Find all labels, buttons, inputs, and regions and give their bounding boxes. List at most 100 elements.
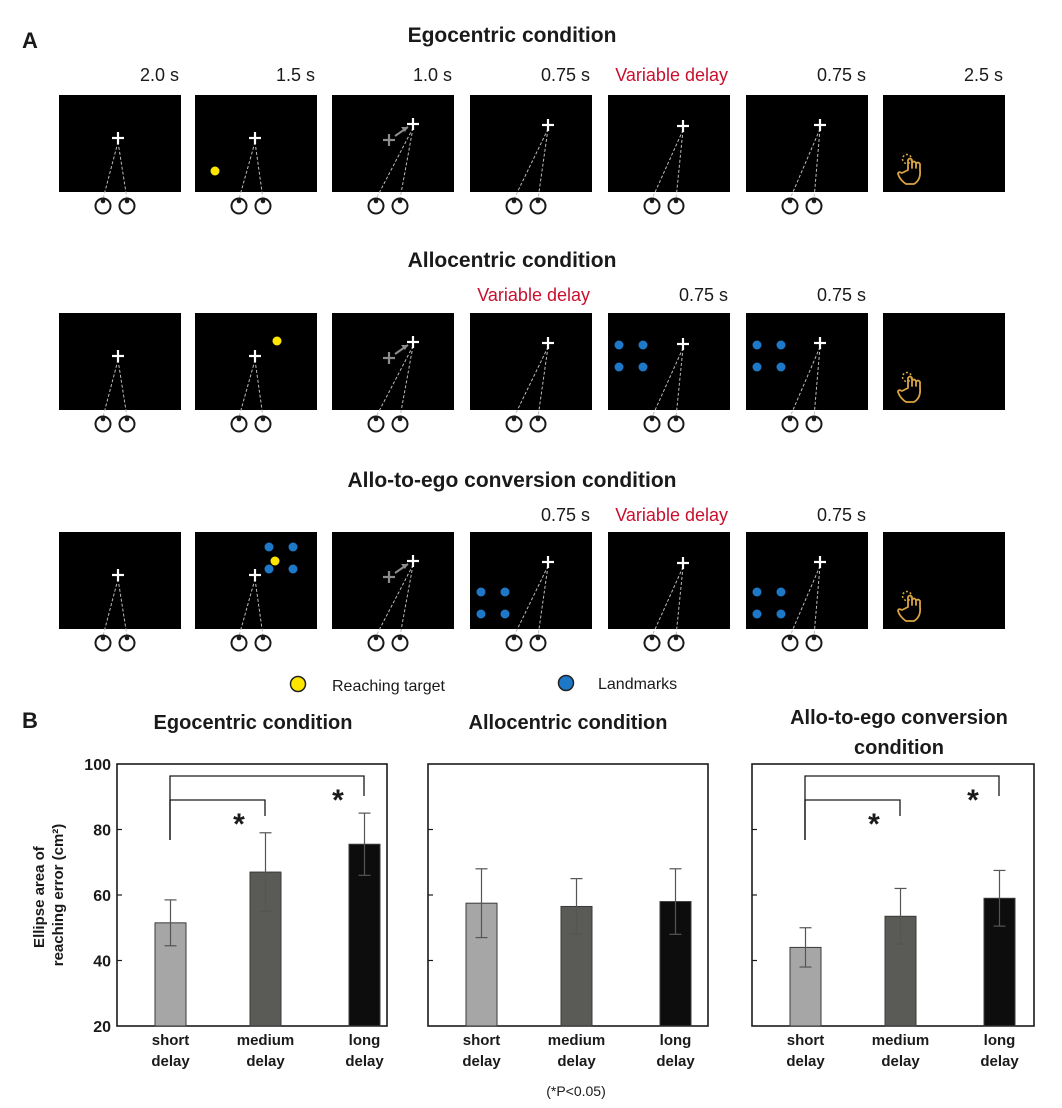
eye: [118, 197, 136, 215]
pupil: [787, 416, 793, 422]
gaze-line: [789, 565, 821, 637]
trial-frame: [332, 532, 454, 652]
category-label: short: [152, 1032, 190, 1049]
pupil: [260, 635, 266, 641]
eye: [529, 415, 547, 433]
significance-bracket: [169, 799, 266, 840]
gaze-line: [675, 566, 684, 637]
pupil: [649, 635, 655, 641]
gaze-line: [375, 564, 414, 637]
trial-frame: Variable delay: [470, 285, 592, 433]
duration-label: 0.75 s: [541, 505, 590, 525]
condition-row: Egocentric condition 2.0 s 1.5 s 1.0 s 0.75 …: [59, 24, 1005, 215]
eye: [94, 415, 112, 433]
eye: [505, 197, 523, 215]
eye: [230, 415, 248, 433]
category-label: delay: [557, 1053, 596, 1070]
category-label: long: [349, 1032, 381, 1049]
category-label: delay: [246, 1053, 285, 1070]
condition-title: Allocentric condition: [408, 249, 617, 272]
gaze-line: [399, 127, 414, 200]
duration-label: 1.5 s: [276, 65, 315, 85]
bar-chart: Allo-to-ego conversion condition short dela…: [751, 707, 1035, 1070]
category-label: short: [787, 1032, 825, 1049]
landmark-dot: [264, 564, 274, 574]
landmark-dot: [776, 587, 786, 597]
category-label: long: [660, 1032, 692, 1049]
trial-frame: 1.5 s: [195, 65, 317, 215]
landmark-dot: [288, 542, 298, 552]
gaze-line: [399, 345, 414, 418]
landmark-dot: [638, 340, 648, 350]
reaching-target-dot: [272, 336, 282, 346]
duration-label: 2.0 s: [140, 65, 179, 85]
category-label: delay: [980, 1053, 1019, 1070]
eye: [643, 197, 661, 215]
arrow-head: [401, 345, 408, 350]
pupil: [124, 416, 130, 422]
eye: [667, 634, 685, 652]
eye: [667, 197, 685, 215]
screen: [883, 313, 1005, 410]
eye: [505, 634, 523, 652]
eye: [781, 634, 799, 652]
screen: [332, 95, 454, 192]
chart-title: Allocentric condition: [469, 712, 668, 734]
pupil: [535, 416, 541, 422]
pupil: [100, 198, 106, 204]
pointing-hand-icon: [897, 594, 922, 622]
screen: [470, 95, 592, 192]
gaze-line: [675, 129, 684, 200]
landmark-dot: [776, 340, 786, 350]
duration-label: 0.75 s: [817, 65, 866, 85]
category-label: delay: [881, 1053, 920, 1070]
gaze-line: [537, 565, 549, 637]
gaze-line: [813, 346, 821, 418]
trial-frame: [332, 313, 454, 433]
condition-row: Allo-to-ego conversion condition 0.75 s Va…: [59, 469, 1005, 652]
variable-delay-label: Variable delay: [477, 285, 590, 305]
pupil: [100, 635, 106, 641]
landmark-dot: [752, 340, 762, 350]
gaze-line: [513, 128, 549, 200]
target-legend-swatch: [289, 675, 307, 693]
landmark-dot: [752, 362, 762, 372]
significance-footnote: (*P<0.05): [546, 1083, 606, 1099]
eye: [367, 415, 385, 433]
trial-frame: Variable delay: [608, 65, 730, 215]
pupil: [373, 635, 379, 641]
screen: [608, 532, 730, 629]
category-label: medium: [548, 1032, 606, 1049]
gaze-line: [513, 565, 549, 637]
trial-frame: 0.75 s: [746, 505, 868, 652]
eye: [667, 415, 685, 433]
category-label: medium: [237, 1032, 295, 1049]
eye: [118, 634, 136, 652]
landmark-legend-swatch: [557, 674, 575, 692]
duration-label: 2.5 s: [964, 65, 1003, 85]
panel-b-label: B: [22, 708, 38, 733]
variable-delay-label: Variable delay: [615, 505, 728, 525]
eye: [781, 197, 799, 215]
landmark-dot: [614, 340, 624, 350]
screen: [608, 313, 730, 410]
screen: [59, 95, 181, 192]
trial-frame: 0.75 s: [470, 505, 592, 652]
trial-frame: [883, 532, 1005, 629]
screen: [332, 532, 454, 629]
pupil: [373, 416, 379, 422]
pupil: [535, 198, 541, 204]
landmark-dot: [638, 362, 648, 372]
screen: [470, 532, 592, 629]
significance-star: *: [332, 784, 344, 817]
significance-bracket: [804, 775, 1000, 840]
eye: [367, 634, 385, 652]
landmark-dot: [264, 542, 274, 552]
pupil: [260, 416, 266, 422]
pupil: [811, 635, 817, 641]
y-tick-label: 20: [93, 1019, 111, 1036]
trial-frame: [195, 532, 317, 652]
pupil: [236, 198, 242, 204]
screen: [883, 532, 1005, 629]
